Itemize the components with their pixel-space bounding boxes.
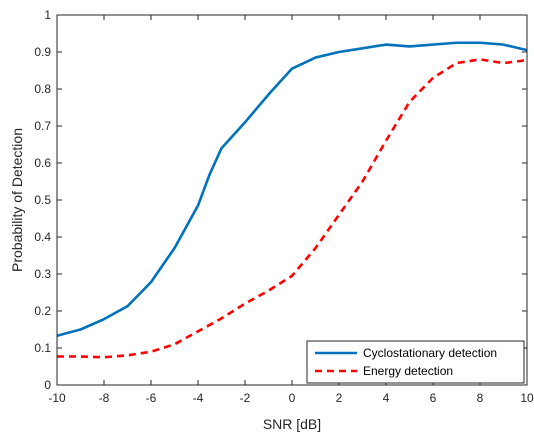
x-tick-label: 10: [520, 391, 534, 405]
legend-box: [306, 340, 525, 384]
series-line-0: [56, 41, 528, 338]
legend-label-1: Energy detection: [363, 364, 453, 378]
y-tick-label: 0.7: [34, 119, 51, 133]
series-line-1: [57, 58, 528, 359]
x-tick-label: -2: [240, 391, 251, 405]
series-layer: [56, 41, 528, 359]
y-tick-label: 0.9: [34, 45, 51, 59]
y-tick-label: 0.6: [34, 156, 51, 170]
y-axis-label: Probability of Detection: [9, 128, 25, 272]
x-tick-label: 8: [477, 391, 484, 405]
x-axis-label: SNR [dB]: [263, 416, 321, 432]
x-tick-label: -8: [99, 391, 110, 405]
legend: Cyclostationary detection Energy detectio…: [306, 340, 525, 384]
x-tick-label: 4: [383, 391, 390, 405]
x-tick-label: -4: [193, 391, 204, 405]
y-tick-label: 0.3: [34, 267, 51, 281]
plot-area: [57, 15, 527, 385]
x-tick-label: -6: [146, 391, 157, 405]
y-tick-label: 0.1: [34, 341, 51, 355]
y-tick-label: 1: [44, 8, 51, 22]
x-tick-label: 2: [336, 391, 343, 405]
x-tick-label: 6: [430, 391, 437, 405]
x-tick-label: -10: [48, 391, 66, 405]
y-tick-label: 0: [44, 378, 51, 392]
x-tick-label: 0: [289, 391, 296, 405]
legend-label-0: Cyclostationary detection: [363, 346, 497, 360]
y-tick-label: 0.8: [34, 82, 51, 96]
ticks-layer: -10 -8 -6 -4 -2 0 2 4 6 8 10 0 0.1 0.2 0.3 0.4 0.5 0.6 0.7…: [34, 8, 534, 405]
y-tick-label: 0.4: [34, 230, 51, 244]
y-tick-label: 0.5: [34, 193, 51, 207]
y-tick-label: 0.2: [34, 304, 51, 318]
